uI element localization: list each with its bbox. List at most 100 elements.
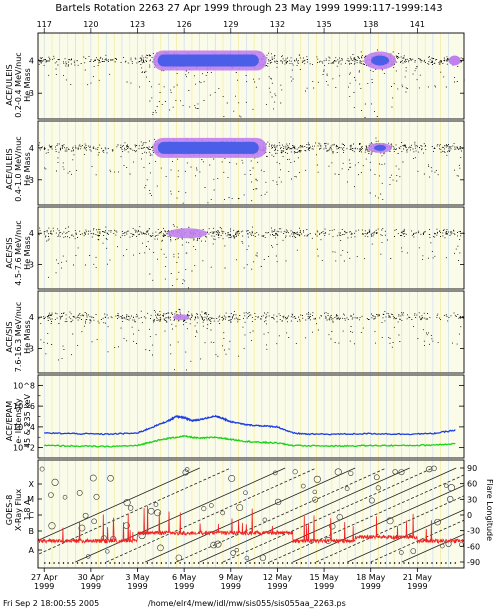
flare-marker [48,492,54,498]
dense-core-inner [157,54,259,67]
y-tick-label: 4 [29,229,34,238]
date-tick-label: 3 May [125,573,149,582]
flare-marker [76,490,83,496]
goes-ylabel-line1: GOES-8 [5,495,14,526]
doy-tick-label: 123 [130,20,145,29]
flare-marker [85,554,91,559]
flare-marker [214,540,222,548]
date-tick-label: 6 May [172,573,196,582]
panel-background [38,33,464,119]
flare-marker [127,505,134,511]
panel-border [37,459,465,569]
doy-tick-labels: 117 120 123 126 129 132 135 138 141 [37,20,425,33]
flare-marker [368,497,375,504]
epam-series-green [44,434,456,448]
epam-ylabel: ACE/EPAM e- Intensity 45 & 235 keV [5,393,32,448]
panel-background [38,121,464,205]
flare-marker [444,483,449,488]
right-tick-label: -30 [467,527,480,536]
date-tick-year: 1999 [174,582,194,591]
flare-marker [375,485,381,491]
doy-tick-label: 138 [363,20,378,29]
class-label: M [27,495,34,504]
flare-track-line [38,467,200,541]
flare-marker [147,507,155,515]
panel4-ylabel-line1: ACE/SIS [5,321,14,352]
panel-background [38,460,464,568]
footer-timestamp: Fri Sep 2 18:00:55 2005 [3,599,99,608]
panel-6 [38,460,464,568]
flare-marker [93,493,100,500]
scatter-dots [38,308,464,371]
p4-scatter: 43 [29,308,464,371]
flare-marker [259,554,267,561]
flare-marker [210,541,217,549]
dense-core-inner [157,141,259,154]
y-tick-label: 3 [29,344,34,353]
y-tick-label: 3 [29,89,34,98]
flare-marker [300,483,306,489]
flare-marker [336,514,343,521]
class-label: A [29,546,35,555]
flare-marker [230,550,236,556]
scatter-dots [38,224,465,289]
panel1-ylabel-line2: 0.2-0.4 MeV/nuc [14,52,23,117]
panel1-ylabel-line3: He Mass [23,68,32,102]
p3-scatter: 43 [29,224,465,289]
p1-scatter: 43 [29,49,465,118]
flare-marker [82,512,89,519]
doy-tick-label: 120 [83,20,98,29]
right-tick-label: 0 [467,511,472,520]
flare-marker [78,524,86,532]
goes-ylabel-line2: X-Ray Flux [14,489,23,531]
panel4-ylabel-line3: He Mass [23,320,32,354]
panel-border [37,32,465,120]
flare-track-line [401,533,464,563]
flare-marker [157,544,164,552]
flare-marker [105,549,110,554]
flare-track-line [176,467,387,563]
epam-ylabel-line3: 45 & 235 keV [23,393,32,448]
panel2-ylabel-line2: 0.4-1.0 MeV/nuc [14,136,23,201]
date-tick-label: 15 May [309,573,339,582]
date-tick-year: 1999 [127,582,147,591]
flare-marker [220,510,226,516]
class-label: X [29,480,35,489]
flare-marker [312,496,319,503]
doy-tick-label: 141 [410,20,425,29]
flare-marker [399,550,404,555]
flare-marker [91,518,97,525]
y-tick-label: 10^6 [13,402,35,411]
panel3-ylabel-line1: ACE/SIS [5,237,14,268]
panel2-ylabel-line1: ACE/ULEIS [5,148,14,189]
p2-scatter: 43 [29,137,464,204]
panel2-ylabel: ACE/ULEIS 0.4-1.0 MeV/nuc He Mass [5,136,32,201]
flare-marker [431,465,437,472]
right-tick-label: -60 [467,542,480,551]
panel-background [38,207,464,289]
flare-track-line [199,467,410,563]
panel3-ylabel-line2: 4.5-7.6 MeV/nuc [14,220,23,285]
date-tick-year: 1999 [81,582,101,591]
flare-marker [447,495,454,503]
goes-ylabel-line3: 1-8 A [23,499,32,521]
y-tick-label: 4 [29,313,34,322]
dense-core-inner [371,55,390,66]
flare-marker [262,517,268,523]
right-tick-label: 30 [467,495,477,504]
flare-marker [434,518,441,526]
flare-marker [344,486,350,491]
flare-marker [153,502,159,507]
flare-marker [312,489,318,495]
flare-marker [39,466,45,472]
flare-track-line [269,474,464,563]
flare-marker [392,469,398,475]
flare-track-line [292,484,464,563]
panel-border [37,120,465,206]
flare-marker [89,474,97,482]
flare-track-line [347,509,464,563]
panel4-ylabel-line2: 7.6-16.3 MeV/nuc [14,302,23,373]
date-tick-label: 27 Apr [31,573,58,582]
svg-text:Flare Longitude: Flare Longitude [485,479,494,541]
flare-marker [274,498,282,506]
